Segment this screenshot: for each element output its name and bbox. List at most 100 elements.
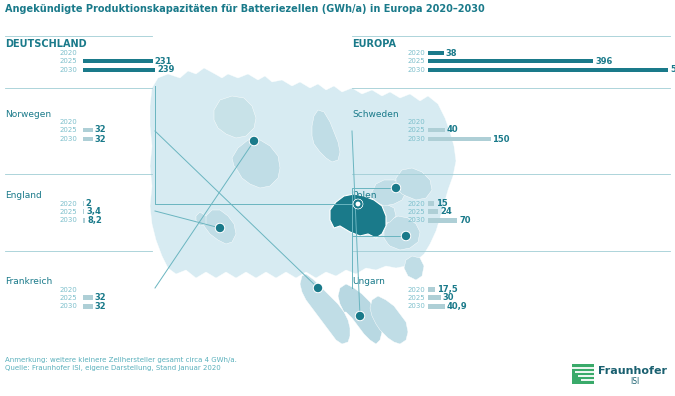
Text: 2020: 2020 <box>408 50 426 56</box>
Bar <box>83 218 86 223</box>
Bar <box>83 209 84 214</box>
Circle shape <box>313 284 323 293</box>
Text: 231: 231 <box>155 57 172 65</box>
Text: Fraunhofer: Fraunhofer <box>598 366 667 376</box>
Bar <box>428 59 593 63</box>
Bar <box>83 128 92 132</box>
Bar <box>83 137 92 141</box>
Text: 15: 15 <box>436 199 448 208</box>
Polygon shape <box>300 274 350 344</box>
Polygon shape <box>150 68 456 278</box>
Text: 2025: 2025 <box>60 209 78 215</box>
Circle shape <box>354 200 362 209</box>
Text: 2030: 2030 <box>60 67 78 73</box>
Circle shape <box>250 137 259 145</box>
Text: 38: 38 <box>446 48 458 57</box>
Bar <box>83 295 92 300</box>
Text: 30: 30 <box>443 293 454 302</box>
Circle shape <box>215 223 225 232</box>
Circle shape <box>392 183 400 192</box>
Bar <box>428 128 445 132</box>
Text: DEUTSCHLAND: DEUTSCHLAND <box>5 39 86 49</box>
Text: 8,2: 8,2 <box>88 216 103 225</box>
Circle shape <box>354 200 362 209</box>
Text: 3,4: 3,4 <box>86 207 101 216</box>
Circle shape <box>392 185 400 192</box>
Text: 2025: 2025 <box>60 58 78 64</box>
Circle shape <box>402 232 410 240</box>
Text: 2025: 2025 <box>408 295 426 301</box>
Text: 17,5: 17,5 <box>437 285 458 294</box>
Circle shape <box>250 137 257 145</box>
Bar <box>428 304 445 309</box>
Circle shape <box>315 284 321 291</box>
Text: Polen: Polen <box>352 192 377 200</box>
Text: 40: 40 <box>447 126 458 135</box>
Circle shape <box>217 225 223 232</box>
Text: 2030: 2030 <box>408 303 426 310</box>
Circle shape <box>356 312 364 320</box>
Polygon shape <box>404 256 424 280</box>
Polygon shape <box>396 168 432 200</box>
Text: 396: 396 <box>595 57 612 65</box>
Text: Schweden: Schweden <box>352 110 399 119</box>
Text: 32: 32 <box>95 135 106 143</box>
Text: 2: 2 <box>86 199 92 208</box>
Bar <box>428 201 434 206</box>
Bar <box>83 304 92 309</box>
Bar <box>572 364 594 384</box>
Text: 239: 239 <box>157 65 174 74</box>
Text: 2020: 2020 <box>408 286 426 293</box>
Text: Quelle: Fraunhofer ISI, eigene Darstellung, Stand Januar 2020: Quelle: Fraunhofer ISI, eigene Darstellu… <box>5 365 221 371</box>
Polygon shape <box>312 110 340 162</box>
Text: 2025: 2025 <box>408 209 426 215</box>
Text: 2025: 2025 <box>408 58 426 64</box>
Bar <box>83 68 155 72</box>
Polygon shape <box>370 204 396 224</box>
Text: England: England <box>5 192 42 200</box>
Bar <box>83 59 153 63</box>
Text: 150: 150 <box>493 135 510 143</box>
Bar <box>428 68 668 72</box>
Text: 576: 576 <box>670 65 675 74</box>
Circle shape <box>354 200 362 208</box>
Text: 2020: 2020 <box>60 286 78 293</box>
Polygon shape <box>338 284 382 344</box>
Text: 2025: 2025 <box>60 127 78 133</box>
Text: EUROPA: EUROPA <box>352 39 396 49</box>
Text: 32: 32 <box>95 302 106 311</box>
Text: 2020: 2020 <box>408 119 426 125</box>
Text: 2030: 2030 <box>408 217 426 223</box>
Text: 2020: 2020 <box>60 200 78 206</box>
Bar <box>428 51 444 55</box>
Text: 2025: 2025 <box>60 295 78 301</box>
Bar <box>428 137 491 141</box>
Polygon shape <box>384 216 420 250</box>
Text: 32: 32 <box>95 293 106 302</box>
Text: 70: 70 <box>459 216 470 225</box>
Circle shape <box>356 312 365 320</box>
Polygon shape <box>196 212 206 226</box>
Circle shape <box>354 200 362 208</box>
Text: 2030: 2030 <box>408 67 426 73</box>
Text: Anmerkung: weitere kleinere Zellhersteller gesamt circa 4 GWh/a.: Anmerkung: weitere kleinere Zellherstell… <box>5 357 237 363</box>
Text: 24: 24 <box>440 207 452 216</box>
Text: 2030: 2030 <box>408 136 426 142</box>
Text: 2025: 2025 <box>408 127 426 133</box>
Polygon shape <box>372 180 406 206</box>
Text: Frankreich: Frankreich <box>5 278 52 286</box>
Polygon shape <box>370 296 408 344</box>
Polygon shape <box>232 140 280 188</box>
Text: Angekündigte Produktionskapazitäten für Batteriezellen (GWh/a) in Europa 2020–20: Angekündigte Produktionskapazitäten für … <box>5 4 485 14</box>
Text: 2030: 2030 <box>60 303 78 310</box>
Text: Norwegen: Norwegen <box>5 110 51 119</box>
Text: 40,9: 40,9 <box>447 302 468 311</box>
Bar <box>428 287 435 292</box>
Text: 2030: 2030 <box>60 136 78 142</box>
Text: ISI: ISI <box>630 377 639 385</box>
Text: 2020: 2020 <box>60 50 78 56</box>
Polygon shape <box>214 96 256 138</box>
Polygon shape <box>204 210 236 244</box>
Text: Ungarn: Ungarn <box>352 278 385 286</box>
Text: 2020: 2020 <box>408 200 426 206</box>
